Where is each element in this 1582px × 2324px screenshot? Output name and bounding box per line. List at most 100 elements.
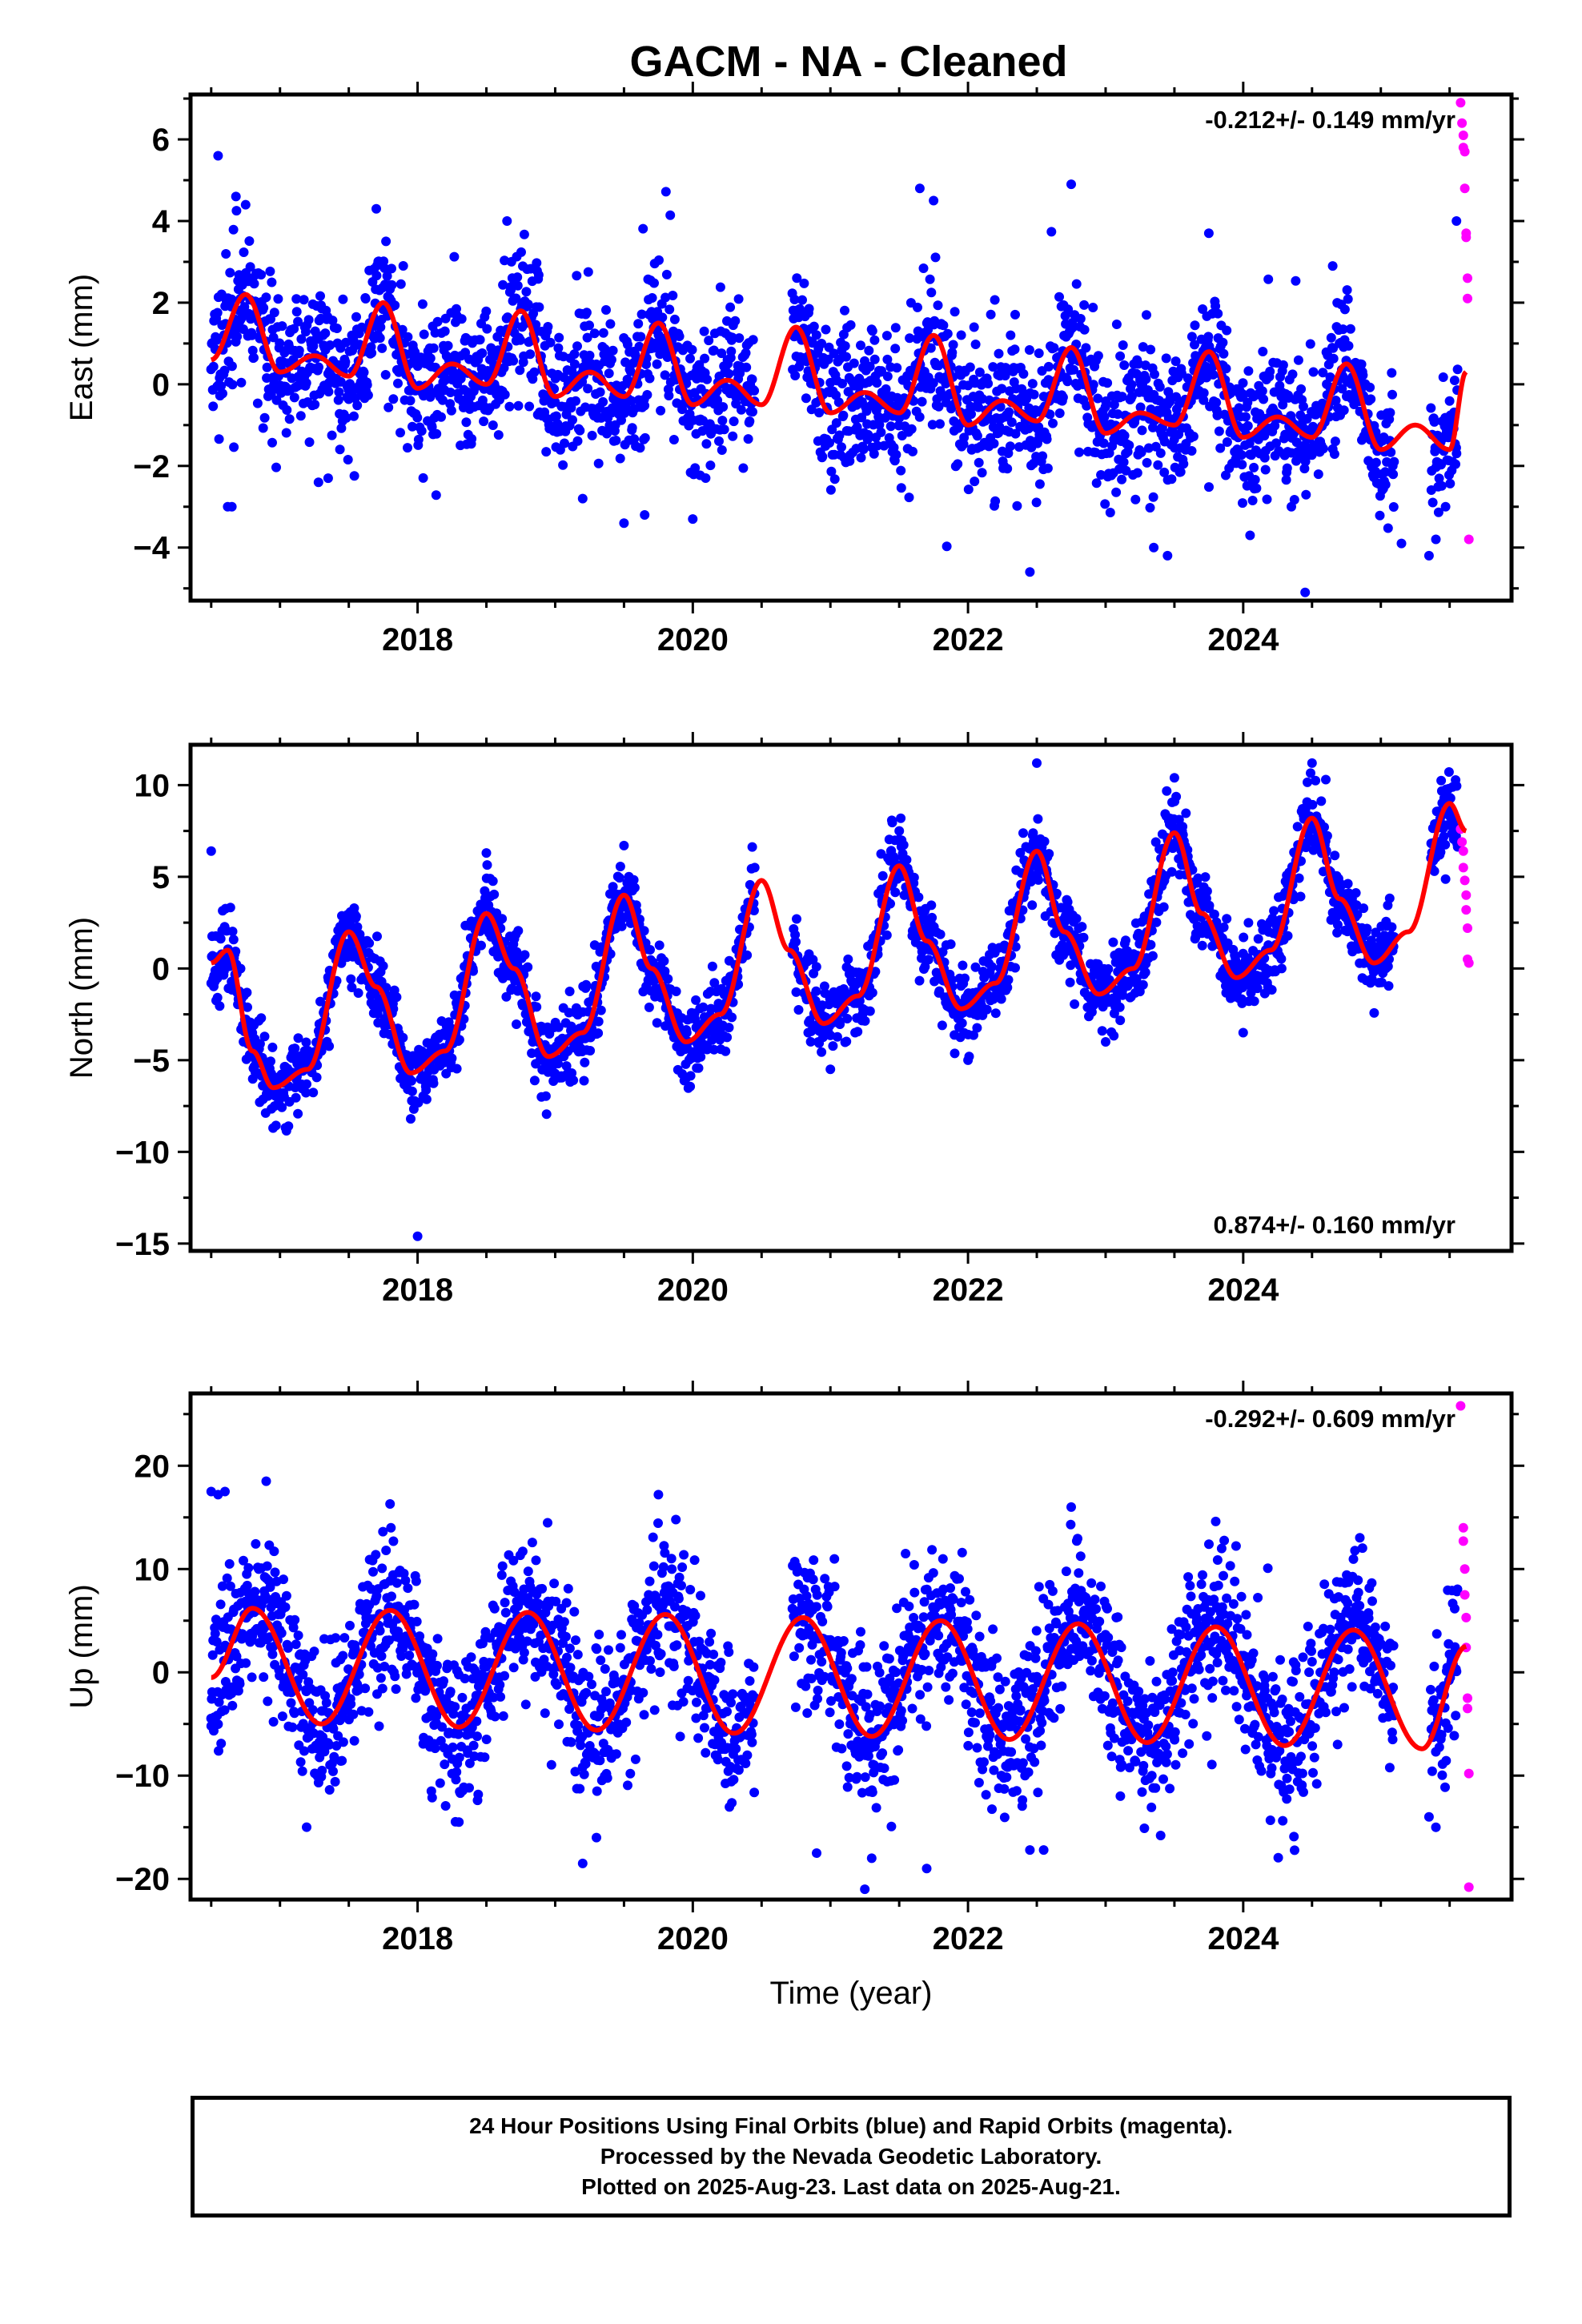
x-tick-label-up: 2024 (1207, 1921, 1279, 1956)
rapid-point-east-10 (1464, 534, 1474, 545)
rapid-point-east-1 (1457, 118, 1468, 128)
plot-area-east (206, 98, 1474, 597)
y-tick-label-north: −5 (133, 1043, 170, 1079)
final-point-north-1 (268, 1123, 279, 1133)
final-point-up-16 (1155, 1831, 1166, 1840)
y-tick-label-east: 4 (152, 204, 171, 239)
final-point-east-6 (313, 477, 323, 488)
final-point-up-20 (454, 1817, 464, 1827)
final-point-up-2 (220, 1486, 230, 1497)
x-axis-label: Time (year) (770, 1976, 933, 2011)
figure-title: GACM - NA - Cleaned (629, 38, 1067, 86)
final-point-up-14 (1038, 1845, 1049, 1856)
x-tick-label-north: 2018 (382, 1273, 453, 1308)
y-tick-label-north: 0 (152, 951, 170, 987)
final-point-up-10 (860, 1884, 870, 1895)
final-point-east-19 (1203, 228, 1214, 239)
final-point-north-16 (1101, 1037, 1110, 1047)
final-point-north-13 (681, 1073, 691, 1084)
y-axis-east: −4 −2 0 2 4 6 (133, 97, 1524, 590)
rapid-point-up-9 (1464, 1768, 1474, 1779)
final-point-north-4 (481, 848, 492, 858)
rate-label-east: -0.212+/- 0.149 mm/yr (1205, 106, 1456, 134)
final-point-north-5 (619, 840, 629, 850)
final-point-east-10 (619, 518, 629, 529)
axes-frame-north (188, 742, 1514, 1253)
rapid-point-east-8 (1463, 273, 1472, 283)
y-tick-label-up: 10 (135, 1552, 171, 1587)
final-point-up-5 (385, 1499, 396, 1509)
x-axis-up: 2018 2020 2022 2024 (210, 1381, 1452, 1956)
y-tick-label-up: −20 (115, 1862, 170, 1897)
x-tick-label-up: 2020 (657, 1921, 729, 1956)
final-point-east-26 (1431, 534, 1441, 545)
rapid-point-east-4 (1460, 147, 1470, 157)
y-tick-label-east: 2 (152, 286, 170, 321)
rapid-point-up-10 (1464, 1882, 1474, 1892)
rapid-point-north-5 (1461, 890, 1472, 900)
final-point-up-7 (592, 1832, 601, 1843)
final-point-east-2 (231, 191, 241, 202)
y-tick-label-up: 0 (152, 1655, 170, 1691)
y-tick-label-up: 20 (135, 1449, 171, 1484)
rapid-orbit-points-east (1456, 98, 1474, 545)
final-orbit-cloud-up (206, 1514, 1463, 1863)
y-axis-label-up: Up (mm) (64, 1584, 99, 1709)
rapid-point-up-7 (1463, 1693, 1472, 1703)
final-point-east-0 (213, 151, 223, 161)
y-tick-label-up: −10 (115, 1759, 170, 1794)
final-orbit-outliers-up (206, 1476, 1441, 1895)
final-point-east-3 (240, 199, 251, 210)
x-tick-label-east: 2022 (933, 622, 1004, 657)
final-point-east-22 (1300, 587, 1311, 597)
x-axis-east: 2018 2020 2022 2024 (210, 82, 1452, 657)
final-point-north-0 (206, 846, 216, 856)
rapid-point-up-3 (1460, 1564, 1470, 1574)
rapid-point-east-0 (1456, 98, 1466, 108)
final-point-up-8 (653, 1490, 664, 1500)
final-point-north-8 (1032, 758, 1042, 768)
x-tick-label-east: 2020 (657, 622, 729, 657)
rate-label-north: 0.874+/- 0.160 mm/yr (1214, 1211, 1456, 1239)
final-orbit-outliers-east (213, 151, 1462, 597)
footer-line-3: Plotted on 2025-Aug-23. Last data on 202… (581, 2174, 1121, 2199)
x-tick-label-up: 2022 (933, 1921, 1004, 1956)
final-point-up-19 (1431, 1822, 1441, 1832)
rapid-point-north-7 (1463, 923, 1472, 933)
final-point-east-14 (929, 195, 939, 206)
final-point-east-15 (1025, 567, 1035, 577)
y-tick-label-north: −15 (115, 1227, 170, 1262)
final-point-north-15 (963, 1055, 974, 1065)
final-point-east-23 (1327, 261, 1338, 271)
x-tick-label-east: 2018 (382, 622, 453, 657)
final-point-up-13 (1025, 1845, 1035, 1856)
final-point-up-18 (1423, 1811, 1434, 1822)
final-point-east-8 (502, 216, 512, 226)
rapid-point-north-6 (1461, 905, 1472, 915)
y-tick-label-north: 10 (135, 768, 171, 803)
final-point-east-9 (577, 493, 588, 504)
model-line-east (210, 292, 1468, 452)
rapid-point-north-3 (1458, 862, 1468, 873)
final-point-up-17 (1211, 1516, 1221, 1526)
model-line-up (210, 1606, 1468, 1751)
panel-north: 2018 2020 2022 2024 −15 −10 −5 0 5 10 North (mm) 0.… (64, 732, 1524, 1308)
rapid-point-north-9 (1464, 958, 1474, 968)
final-point-north-3 (412, 1231, 423, 1241)
y-tick-label-east: 0 (152, 368, 170, 403)
y-axis-label-east: East (mm) (64, 274, 99, 421)
y-tick-label-east: 6 (152, 123, 170, 158)
rapid-orbit-points-up (1456, 1401, 1474, 1892)
final-point-east-25 (1423, 550, 1434, 561)
rapid-point-up-1 (1458, 1522, 1468, 1533)
final-point-north-12 (536, 1092, 547, 1102)
final-point-up-12 (921, 1864, 932, 1874)
final-point-east-11 (640, 510, 650, 520)
rapid-point-up-0 (1456, 1401, 1466, 1411)
final-point-north-6 (749, 862, 760, 873)
final-orbit-cloud-east (206, 187, 1463, 552)
final-point-north-17 (1238, 1027, 1248, 1038)
plot-area-north (206, 758, 1474, 1241)
final-point-east-12 (688, 514, 698, 525)
